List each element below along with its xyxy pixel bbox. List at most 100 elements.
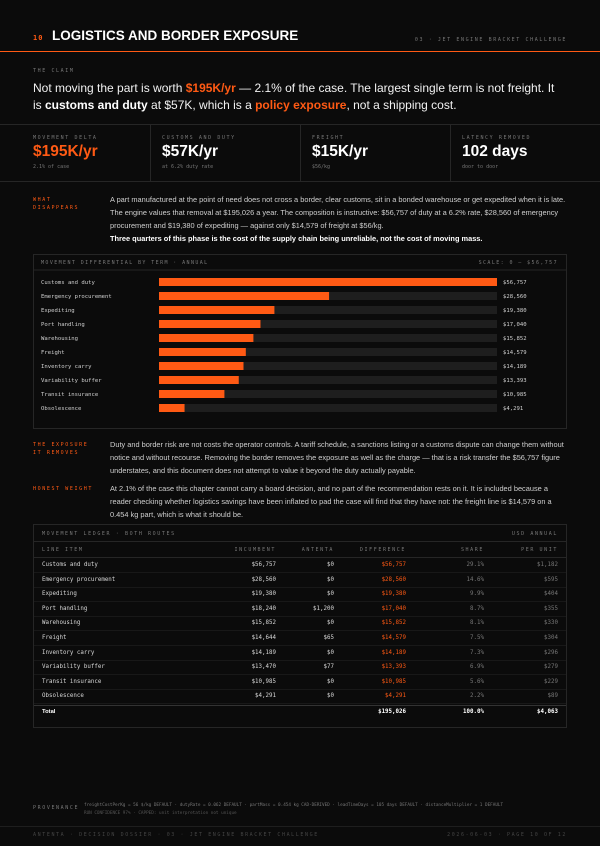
ledger-table: MOVEMENT LEDGER · BOTH ROUTES USD ANNUAL L… xyxy=(33,524,567,728)
bar-track xyxy=(159,348,497,356)
value-label: $17,040 xyxy=(503,322,527,328)
provenance-label: PROVENANCE xyxy=(33,805,80,811)
kpi-note: $56/kg xyxy=(312,164,331,170)
table-cell: $13,470 xyxy=(251,664,276,671)
table-cell: Emergency procurement xyxy=(42,576,116,583)
table-cell: Port handling xyxy=(42,605,88,612)
claim-segment: customs and duty xyxy=(45,98,148,112)
table-cell: $404 xyxy=(544,591,558,598)
table-cell: Expediting xyxy=(42,591,77,598)
table-cell: $65 xyxy=(323,635,334,641)
row-rule xyxy=(34,586,566,588)
kpi-label: LATENCY REMOVED xyxy=(462,135,532,141)
table-cell: Obsolescence xyxy=(42,693,84,700)
bar xyxy=(159,306,275,314)
table-cell: Transit insurance xyxy=(42,678,102,685)
kpi-label: CUSTOMS AND DUTY xyxy=(162,135,236,141)
bar xyxy=(159,292,330,300)
provenance-line: RUN CONFIDENCE 97% · CAPPED: unit interp… xyxy=(84,811,237,816)
claim-segment: at $57K, which is a xyxy=(147,98,256,112)
table-cell: $1,182 xyxy=(537,562,558,568)
section-label: WHAT DISAPPEARS xyxy=(33,197,80,211)
context: 03 · JET ENGINE BRACKET CHALLENGE xyxy=(414,37,567,43)
bar xyxy=(159,390,225,398)
table-cell: $330 xyxy=(544,620,558,627)
column-header: INCUMBENT xyxy=(234,547,276,553)
category-label: Expediting xyxy=(41,308,75,314)
table-cell: $56,757 xyxy=(251,562,276,568)
value-label: $19,380 xyxy=(503,308,527,314)
bar xyxy=(159,404,185,412)
value-label: $56,757 xyxy=(503,280,527,286)
section-text: Duty and border risk are not costs the o… xyxy=(110,440,564,475)
section-label: HONEST WEIGHT xyxy=(33,486,93,492)
table-cell: 7.5% xyxy=(470,635,484,641)
category-label: Freight xyxy=(41,350,65,356)
total-cell: $195,026 xyxy=(378,709,406,715)
section-text: At 2.1% of the case this chapter cannot … xyxy=(110,484,552,519)
table-cell: Inventory carry xyxy=(42,649,95,656)
rule xyxy=(34,541,566,542)
bar-track xyxy=(159,362,497,370)
table-cell: $28,560 xyxy=(251,576,276,583)
footer-left: ANTENTA · DECISION DOSSIER · 03 · JET EN… xyxy=(33,832,319,838)
value-label: $10,985 xyxy=(503,392,527,398)
bar xyxy=(159,320,261,328)
bar xyxy=(159,376,239,384)
claim: Not moving the part is worth $195K/yr — … xyxy=(33,80,563,114)
kpi-note: door to door xyxy=(462,164,499,170)
table-cell: $14,579 xyxy=(381,635,406,641)
table-cell: $296 xyxy=(544,649,558,656)
table-cell: 8.7% xyxy=(470,605,484,612)
table-cell: 8.1% xyxy=(470,620,484,627)
section-text: A part manufactured at the point of need… xyxy=(110,195,566,230)
kpi: MOVEMENT DELTA $195K/yr 2.1% of case xyxy=(0,125,150,181)
bar-track xyxy=(159,404,497,412)
table-cell: $17,040 xyxy=(381,605,406,612)
section-label: THE EXPOSURE IT REMOVES xyxy=(33,442,89,456)
bar xyxy=(159,278,497,286)
table-cell: 29.1% xyxy=(466,562,484,568)
table-cell: 6.9% xyxy=(470,664,484,671)
total-cell: Total xyxy=(42,709,56,715)
section-emphasis: Three quarters of this phase is the cost… xyxy=(110,234,483,243)
table-cell: $19,380 xyxy=(251,591,276,598)
category-label: Warehousing xyxy=(41,336,78,342)
table-cell: $0 xyxy=(327,693,334,700)
bar xyxy=(159,334,254,342)
table-cell: 14.6% xyxy=(466,576,484,583)
value-label: $14,579 xyxy=(503,350,527,356)
table-cell: $355 xyxy=(544,605,558,612)
bar-track xyxy=(159,390,497,398)
table-cell: $595 xyxy=(544,576,558,583)
table-cell: $0 xyxy=(327,562,334,568)
kpi-value: 102 days xyxy=(462,143,528,160)
category-label: Obsolescence xyxy=(41,406,82,412)
table-cell: 5.6% xyxy=(470,678,484,685)
claim-segment: policy exposure xyxy=(255,98,347,112)
table-cell: 2.2% xyxy=(470,693,484,700)
claim-segment: , not a shipping cost. xyxy=(346,98,457,112)
column-header: ANTENTA xyxy=(301,547,334,553)
kpi: CUSTOMS AND DUTY $57K/yr at 6.2% duty rate xyxy=(150,125,301,181)
table-cell: $89 xyxy=(547,693,558,700)
table-title: MOVEMENT LEDGER · BOTH ROUTES xyxy=(42,531,176,537)
table-cell: $13,393 xyxy=(381,664,406,671)
table-cell: $229 xyxy=(544,678,558,685)
kpi-value: $195K/yr xyxy=(33,143,98,160)
kpi: FREIGHT $15K/yr $56/kg xyxy=(300,125,451,181)
kpi-row: MOVEMENT DELTA $195K/yr 2.1% of case CUSTOM… xyxy=(0,124,600,182)
category-label: Port handling xyxy=(41,322,85,328)
category-label: Inventory carry xyxy=(41,364,92,370)
table-cell: $56,757 xyxy=(381,562,406,568)
category-label: Emergency procurement xyxy=(41,294,112,300)
category-label: Customs and duty xyxy=(41,280,96,286)
row-rule xyxy=(34,645,566,646)
table-cell: $304 xyxy=(544,635,558,641)
bar-track xyxy=(159,376,497,384)
row-rule xyxy=(34,659,566,661)
bar-chart: MOVEMENT DIFFERENTIAL BY TERM · ANNUAL SC… xyxy=(33,254,567,429)
table-cell: $0 xyxy=(327,591,334,598)
bar-track xyxy=(159,334,497,342)
